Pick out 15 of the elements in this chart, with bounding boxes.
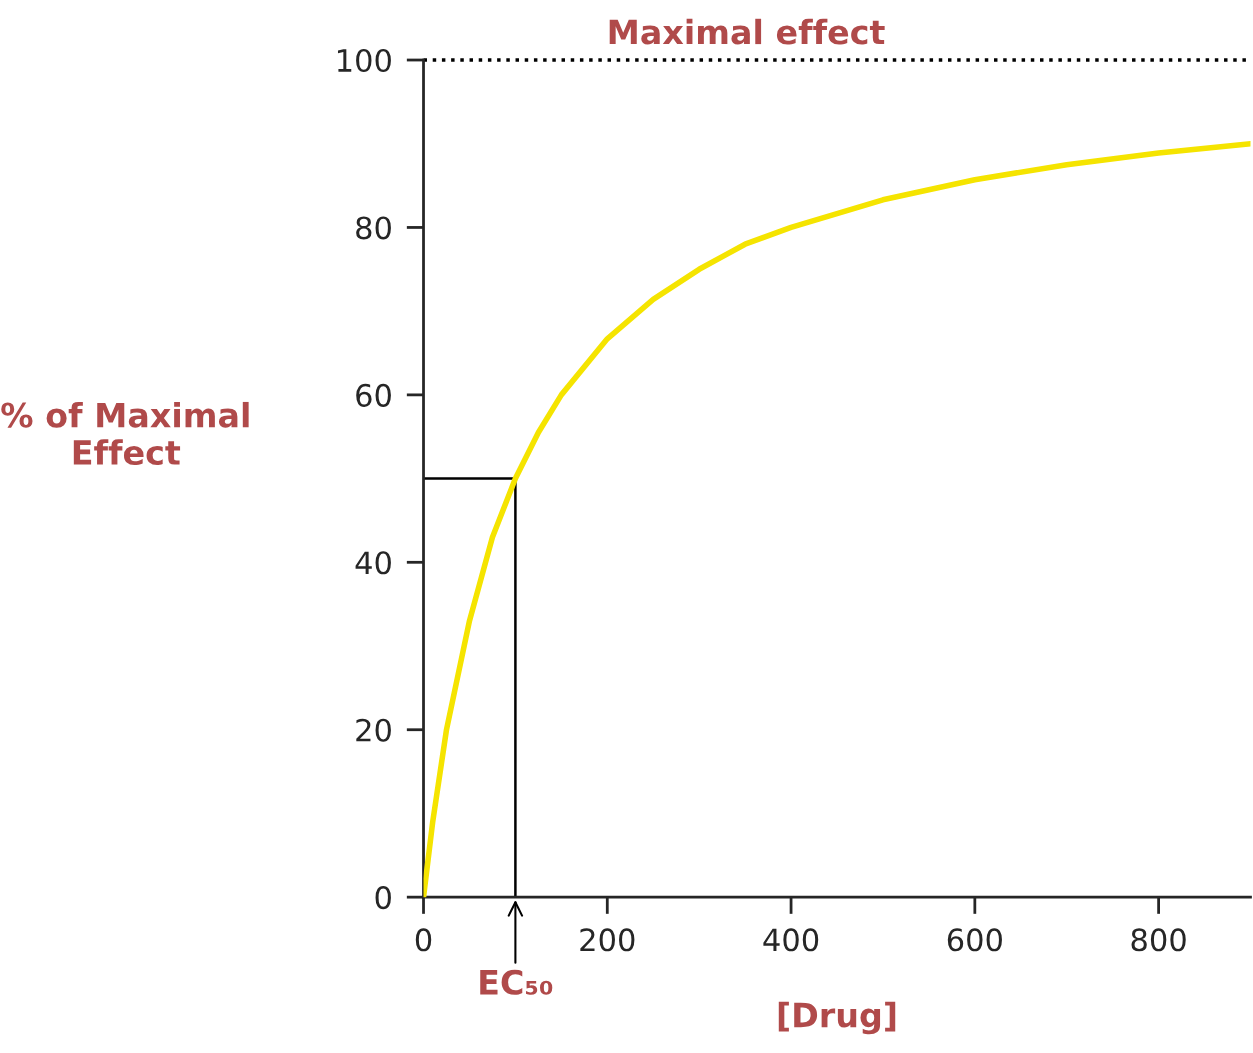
x-tick-label: 400: [763, 928, 819, 952]
y-tick-label: 60: [356, 383, 391, 407]
x-tick-label: 800: [1131, 928, 1186, 952]
y-tick-label: 100: [337, 48, 391, 73]
x-tick-label: 200: [580, 928, 635, 952]
y-axis-title: % of Maximal Effect: [1, 401, 249, 466]
y-tick-label: 0: [375, 886, 391, 910]
y-tick-label: 20: [356, 718, 391, 742]
ref-line-label: Maximal effect: [609, 18, 885, 45]
y-tick-label: 80: [356, 216, 391, 240]
x-tick-label: 600: [947, 928, 1002, 952]
x-tick-label: 0: [415, 928, 432, 952]
y-tick-label: 40: [355, 551, 391, 575]
annotation: EC₅₀: [480, 969, 553, 995]
x-axis-title: [Drug]: [778, 1001, 896, 1035]
